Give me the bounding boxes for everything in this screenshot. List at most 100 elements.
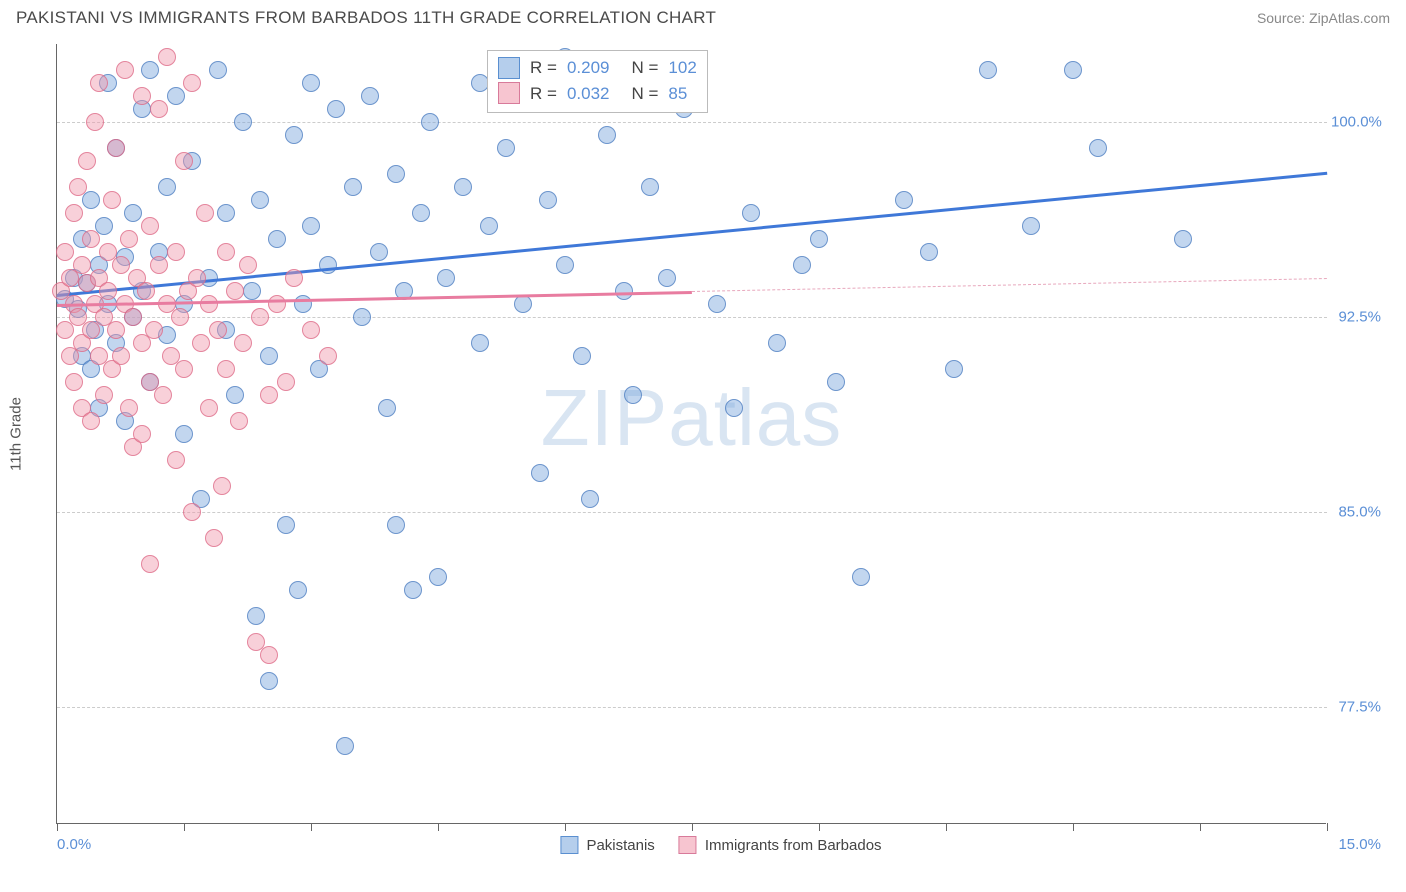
data-point [251, 191, 269, 209]
legend-stat-row: R =0.032N = 85 [498, 81, 697, 107]
x-tick [1073, 823, 1074, 831]
data-point [319, 347, 337, 365]
data-point [205, 529, 223, 547]
gridline [57, 512, 1327, 513]
data-point [945, 360, 963, 378]
data-point [624, 386, 642, 404]
data-point [158, 178, 176, 196]
data-point [137, 282, 155, 300]
data-point [243, 282, 261, 300]
y-tick-label: 77.5% [1331, 699, 1381, 716]
data-point [213, 477, 231, 495]
data-point [302, 74, 320, 92]
data-point [200, 295, 218, 313]
data-point [412, 204, 430, 222]
data-point [145, 321, 163, 339]
data-point [581, 490, 599, 508]
data-point [497, 139, 515, 157]
x-tick [1327, 823, 1328, 831]
data-point [183, 74, 201, 92]
x-tick [692, 823, 693, 831]
chart-title: PAKISTANI VS IMMIGRANTS FROM BARBADOS 11… [16, 8, 716, 28]
correlation-legend: R =0.209N =102R =0.032N = 85 [487, 50, 708, 113]
data-point [387, 516, 405, 534]
data-point [65, 373, 83, 391]
data-point [370, 243, 388, 261]
data-point [133, 425, 151, 443]
data-point [192, 334, 210, 352]
data-point [708, 295, 726, 313]
data-point [260, 347, 278, 365]
gridline [57, 317, 1327, 318]
data-point [183, 503, 201, 521]
data-point [260, 386, 278, 404]
x-min-label: 0.0% [57, 836, 91, 853]
data-point [387, 165, 405, 183]
data-point [167, 243, 185, 261]
watermark: ZIPatlas [541, 372, 842, 464]
data-point [268, 230, 286, 248]
data-point [277, 516, 295, 534]
source-attribution: Source: ZipAtlas.com [1257, 10, 1390, 26]
series-legend: Pakistanis Immigrants from Barbados [560, 836, 881, 854]
data-point [78, 152, 96, 170]
data-point [251, 308, 269, 326]
data-point [107, 321, 125, 339]
data-point [277, 373, 295, 391]
x-tick [311, 823, 312, 831]
data-point [793, 256, 811, 274]
data-point [234, 113, 252, 131]
data-point [141, 555, 159, 573]
x-tick [946, 823, 947, 831]
x-max-label: 15.0% [1338, 836, 1381, 853]
data-point [641, 178, 659, 196]
data-point [124, 204, 142, 222]
data-point [196, 204, 214, 222]
data-point [226, 282, 244, 300]
legend-series-label: Pakistanis [586, 837, 654, 854]
y-tick-label: 92.5% [1331, 309, 1381, 326]
data-point [217, 204, 235, 222]
legend-n-value: 85 [668, 81, 687, 107]
data-point [344, 178, 362, 196]
data-point [150, 256, 168, 274]
data-point [429, 568, 447, 586]
data-point [226, 386, 244, 404]
data-point [289, 581, 307, 599]
data-point [827, 373, 845, 391]
data-point [230, 412, 248, 430]
data-point [852, 568, 870, 586]
legend-swatch [560, 836, 578, 854]
legend-r-value: 0.209 [567, 55, 610, 81]
data-point [175, 425, 193, 443]
data-point [158, 48, 176, 66]
legend-series-item: Pakistanis [560, 836, 654, 854]
data-point [175, 152, 193, 170]
data-point [154, 386, 172, 404]
legend-r-value: 0.032 [567, 81, 610, 107]
data-point [1022, 217, 1040, 235]
data-point [353, 308, 371, 326]
data-point [167, 87, 185, 105]
x-tick [819, 823, 820, 831]
data-point [1064, 61, 1082, 79]
data-point [725, 399, 743, 417]
data-point [421, 113, 439, 131]
data-point [302, 321, 320, 339]
data-point [1089, 139, 1107, 157]
y-tick-label: 100.0% [1331, 114, 1381, 131]
legend-series-item: Immigrants from Barbados [679, 836, 882, 854]
legend-n-label: N = [631, 81, 658, 107]
data-point [260, 646, 278, 664]
data-point [56, 243, 74, 261]
x-tick [184, 823, 185, 831]
data-point [247, 607, 265, 625]
x-tick [438, 823, 439, 831]
data-point [268, 295, 286, 313]
data-point [658, 269, 676, 287]
data-point [69, 178, 87, 196]
data-point [285, 269, 303, 287]
data-point [437, 269, 455, 287]
data-point [86, 113, 104, 131]
data-point [120, 230, 138, 248]
